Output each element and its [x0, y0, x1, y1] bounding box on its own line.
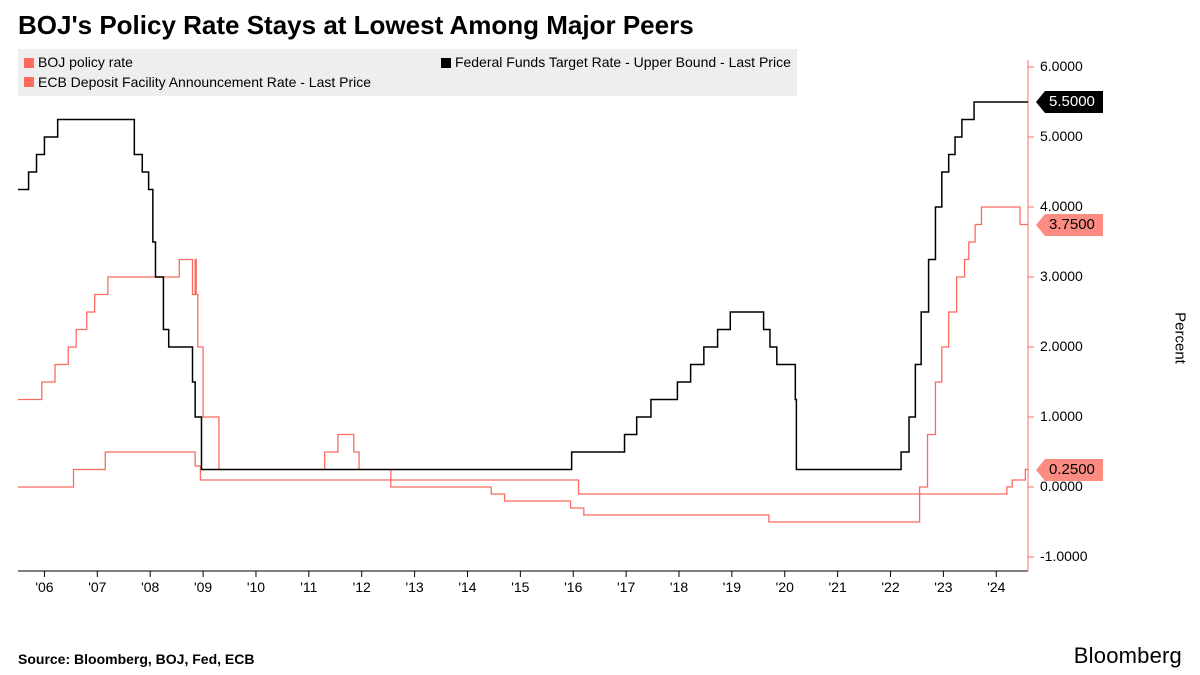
chart-svg	[18, 54, 1182, 599]
chart-title: BOJ's Policy Rate Stays at Lowest Among …	[18, 10, 1182, 41]
y-tick-label: 1.0000	[1040, 408, 1083, 424]
x-tick-label: '19	[723, 579, 741, 595]
y-tick-label: 0.0000	[1040, 478, 1083, 494]
brand-logo: Bloomberg	[1074, 643, 1182, 669]
x-tick-label: '13	[405, 579, 423, 595]
x-tick-label: '17	[617, 579, 635, 595]
x-tick-label: '23	[934, 579, 952, 595]
y-tick-label: -1.0000	[1040, 548, 1087, 564]
y-tick-label: 3.0000	[1040, 268, 1083, 284]
x-tick-label: '14	[458, 579, 476, 595]
x-tick-label: '15	[511, 579, 529, 595]
x-tick-label: '07	[88, 579, 106, 595]
chart-plot-area: Percent 0.25003.75005.5000 -1.00000.0000…	[18, 54, 1182, 599]
y-tick-label: 2.0000	[1040, 338, 1083, 354]
y-tick-label: 5.0000	[1040, 128, 1083, 144]
x-tick-label: '16	[564, 579, 582, 595]
x-tick-label: '22	[881, 579, 899, 595]
x-tick-label: '20	[776, 579, 794, 595]
y-tick-label: 4.0000	[1040, 198, 1083, 214]
source-attribution: Source: Bloomberg, BOJ, Fed, ECB	[18, 651, 254, 667]
x-tick-label: '24	[987, 579, 1005, 595]
value-badge: 3.7500	[1036, 214, 1103, 236]
x-tick-label: '09	[194, 579, 212, 595]
y-tick-label: 6.0000	[1040, 58, 1083, 74]
x-tick-label: '21	[829, 579, 847, 595]
value-badge: 5.5000	[1036, 91, 1103, 113]
x-tick-label: '10	[247, 579, 265, 595]
x-tick-label: '11	[300, 579, 317, 595]
x-tick-label: '18	[670, 579, 688, 595]
y-axis-label: Percent	[1172, 312, 1189, 364]
x-tick-label: '06	[35, 579, 53, 595]
x-tick-label: '08	[141, 579, 159, 595]
x-tick-label: '12	[353, 579, 371, 595]
